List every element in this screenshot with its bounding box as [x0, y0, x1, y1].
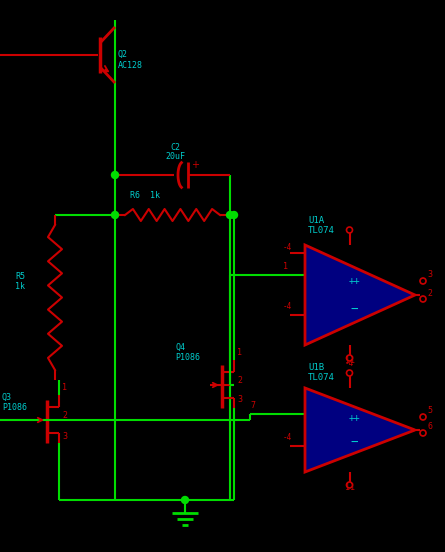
Text: 3: 3 [237, 395, 242, 404]
Text: 11: 11 [344, 356, 355, 365]
Text: TL074: TL074 [308, 373, 335, 382]
Text: 5: 5 [427, 406, 432, 415]
Text: TL074: TL074 [308, 226, 335, 235]
Text: Q2
AC128: Q2 AC128 [118, 50, 143, 70]
Circle shape [112, 211, 118, 219]
Circle shape [227, 211, 234, 219]
Text: 1: 1 [237, 348, 242, 357]
Text: Q3
P1086: Q3 P1086 [2, 392, 27, 412]
Text: R5
1k: R5 1k [15, 272, 25, 291]
Text: ++: ++ [348, 413, 360, 423]
Text: Q4
P1086: Q4 P1086 [175, 343, 200, 362]
Polygon shape [305, 245, 415, 345]
Text: 3: 3 [427, 270, 432, 279]
Circle shape [182, 496, 189, 503]
Text: 2: 2 [237, 376, 242, 385]
Text: 3: 3 [62, 432, 67, 441]
Text: 2: 2 [62, 411, 67, 420]
Text: 11: 11 [344, 483, 355, 492]
Text: -4: -4 [283, 243, 292, 252]
Circle shape [112, 172, 118, 178]
Text: +: + [191, 160, 199, 170]
Text: C2: C2 [170, 143, 180, 152]
Text: 20uF: 20uF [165, 152, 185, 161]
Polygon shape [305, 388, 415, 472]
Text: 1: 1 [283, 262, 288, 271]
Text: −: − [351, 302, 358, 316]
Text: -4: -4 [344, 359, 354, 368]
Text: U1B: U1B [308, 363, 324, 372]
Text: 6: 6 [427, 422, 432, 431]
Text: ++: ++ [348, 276, 360, 286]
Text: U1A: U1A [308, 216, 324, 225]
Text: 1: 1 [62, 383, 67, 392]
Text: 7: 7 [250, 401, 255, 410]
Circle shape [231, 211, 238, 219]
Text: −: − [351, 436, 358, 448]
Text: R6  1k: R6 1k [130, 191, 160, 200]
Text: -4: -4 [283, 302, 292, 311]
Text: 2: 2 [427, 289, 432, 298]
Text: -4: -4 [283, 433, 292, 442]
